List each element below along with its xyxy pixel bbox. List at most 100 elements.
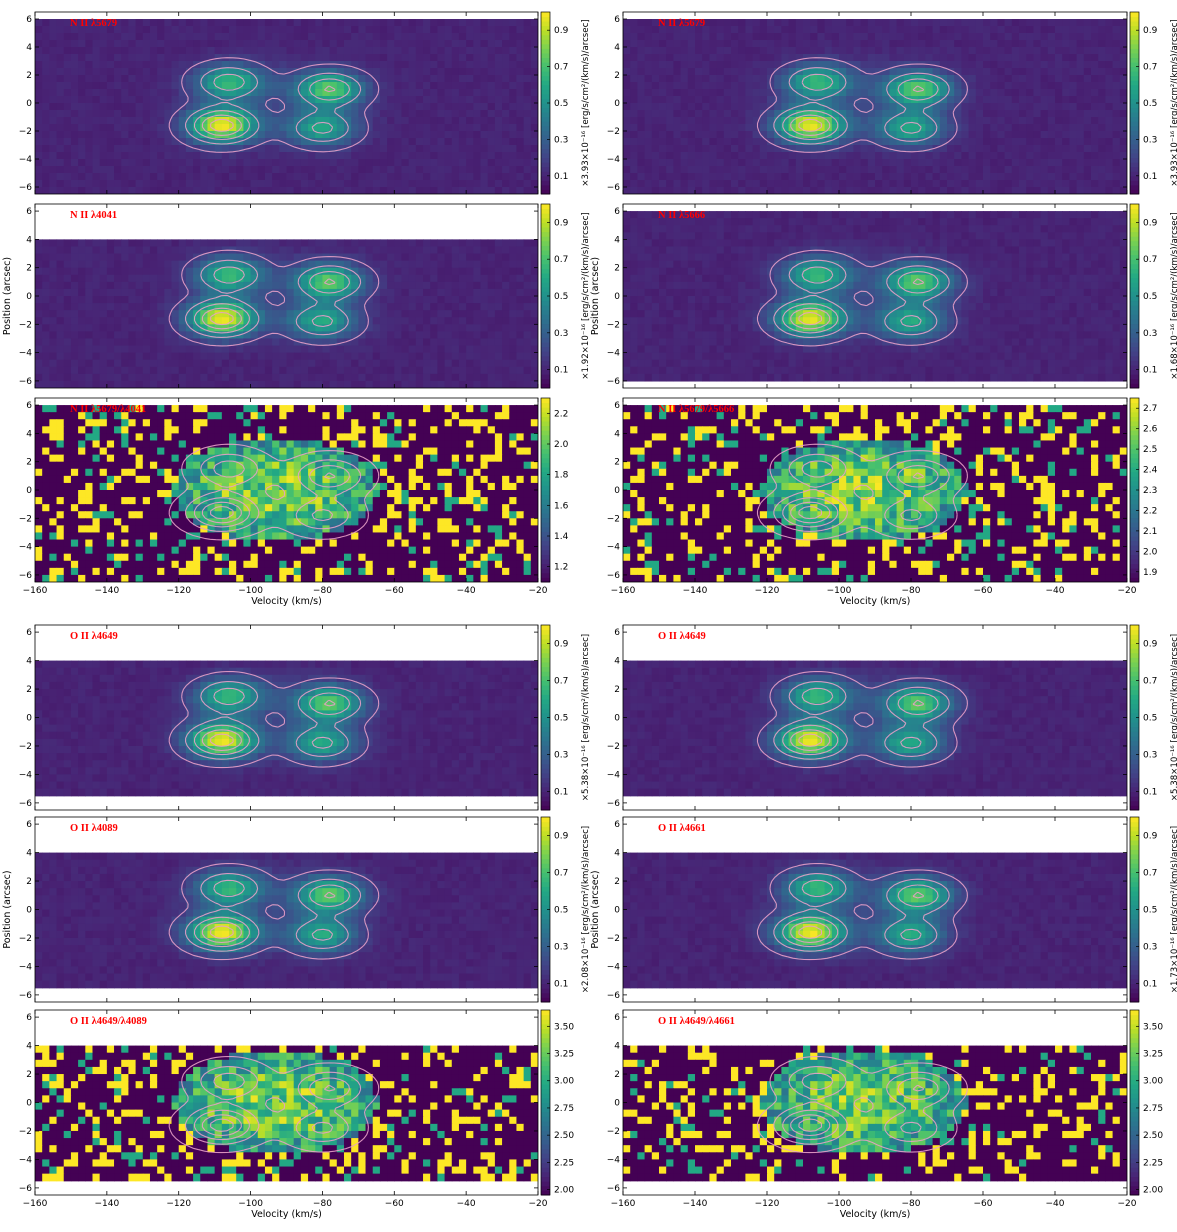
contour-lines [756,443,968,541]
y-tick-label: −6 [19,991,33,1001]
y-tick-label: −6 [607,1184,621,1194]
colorbar-tick-label: 0.1 [1143,788,1157,798]
colorbar-tick-label: 2.2 [1143,506,1157,516]
y-tick-label: 0 [26,1099,32,1109]
y-tick-label: −4 [607,543,621,553]
y-tick-label: 6 [614,820,620,830]
y-tick-label: −4 [607,349,621,359]
y-tick-label: −2 [19,127,32,137]
panel-label: N II λ5679/λ5666 [658,404,734,415]
colorbar-label: ×1.92×10⁻¹⁶ [erg/s/cm²/(km/s)/arcsec] [581,212,591,379]
panel-label: N II λ5679 [658,18,705,29]
contour-lines [168,57,380,153]
colorbar-tick-label: 3.00 [554,1077,574,1087]
colorbar: 0.1 0.3 0.5 0.7 0.9 ×5.38×10⁻¹⁶ [erg/s/cm²/(k… [540,624,591,811]
y-tick-label: 6 [26,15,32,25]
panel-label: O II λ4649 [658,631,706,642]
y-tick-label: −4 [607,962,621,972]
colorbar: 1.9 2.0 2.1 2.2 2.3 2.4 2.5 2.6 2.7 [1129,397,1158,583]
colorbar-tick-label: 0.1 [554,980,568,990]
y-tick-label: 6 [614,15,620,25]
contour-lines [168,1055,380,1154]
image-map [623,12,1127,194]
colorbar-tick-label: 0.5 [554,714,568,724]
colorbar-tick-label: 0.7 [554,677,568,687]
image-map [623,625,1127,810]
colorbar-tick-label: 0.3 [1143,943,1157,953]
y-axis-label: Position (arcsec) [2,870,13,948]
colorbar-tick-label: 2.0 [554,440,569,450]
colorbar: 0.1 0.3 0.5 0.7 0.9 ×3.93×10⁻¹⁶ [erg/s/cm²/(k… [540,11,591,195]
colorbar-tick-label: 0.1 [1143,980,1157,990]
y-tick-label: 0 [26,714,32,724]
x-tick-label: −140 [94,586,119,596]
panel-4: −6 −4 −2 0 2 4 6 Position (arcsec) N II λ5666 0.1… [590,203,1177,389]
y-tick-label: 0 [614,714,620,724]
colorbar-tick-label: 2.50 [554,1131,574,1141]
x-tick-label: −100 [238,586,263,596]
x-tick-label: −60 [385,586,404,596]
x-tick-label: −160 [611,1199,636,1209]
y-tick-label: 0 [614,292,620,302]
colorbar-label: ×3.93×10⁻¹⁶ [erg/s/cm²/(km/s)/arcsec] [581,19,591,186]
x-tick-label: −40 [1046,586,1065,596]
x-axis-label: Velocity (km/s) [840,596,911,607]
colorbar: 2.00 2.25 2.50 2.75 3.00 3.25 3.50 [1129,1009,1163,1196]
colorbar-tick-label: 2.7 [1143,404,1157,414]
colorbar-tick-label: 0.3 [1143,135,1157,145]
colorbar-tick-label: 2.00 [554,1186,574,1196]
colorbar: 0.1 0.3 0.5 0.7 0.9 ×3.93×10⁻¹⁶ [erg/s/cm²/(k… [1129,11,1177,195]
colorbar-tick-label: 3.25 [1143,1050,1163,1060]
y-tick-label: 2 [26,264,32,274]
y-tick-label: 2 [614,264,620,274]
colorbar-tick-label: 0.5 [554,99,568,109]
y-tick-label: 4 [26,235,32,245]
x-tick-label: −160 [23,586,48,596]
contour-lines [756,670,968,769]
y-tick-label: −2 [19,320,32,330]
colorbar: 0.1 0.3 0.5 0.7 0.9 ×2.08×10⁻¹⁶ [erg/s/cm²/(k… [540,816,591,1003]
colorbar-label: ×2.08×10⁻¹⁶ [erg/s/cm²/(km/s)/arcsec] [581,826,591,993]
y-axis-label: Position (arcsec) [590,870,601,948]
y-tick-label: 2 [614,877,620,887]
colorbar-tick-label: 0.9 [554,832,569,842]
contour-lines [756,1055,968,1154]
y-tick-label: −4 [19,349,33,359]
colorbar-tick-label: 0.3 [554,135,568,145]
y-tick-label: 6 [614,628,620,638]
y-tick-label: 2 [26,458,32,468]
colorbar-tick-label: 1.4 [554,532,569,542]
image-map [623,817,1127,1002]
colorbar-tick-label: 0.9 [554,640,569,650]
panel-8: −6 −4 −2 0 2 4 6 O II λ4649 0.1 0.3 0.5 0.7 0.9 ×5.38… [607,624,1177,811]
y-tick-label: 2 [614,685,620,695]
colorbar: 0.1 0.3 0.5 0.7 0.9 ×1.73×10⁻¹⁶ [erg/s/cm²/(k… [1129,816,1177,1003]
y-tick-label: 0 [26,99,32,109]
y-tick-label: 0 [614,906,620,916]
colorbar-tick-label: 0.5 [1143,99,1157,109]
y-tick-label: −2 [607,742,620,752]
colorbar-tick-label: 2.25 [554,1158,574,1168]
colorbar-label: ×5.38×10⁻¹⁶ [erg/s/cm²/(km/s)/arcsec] [1170,634,1177,801]
y-tick-label: −2 [19,1127,32,1137]
y-tick-label: 4 [26,1042,32,1052]
image-map [35,625,538,810]
y-tick-label: 4 [614,1042,620,1052]
y-tick-label: −4 [19,155,33,165]
colorbar: 1.2 1.4 1.6 1.8 2.0 2.2 [540,397,569,583]
y-tick-label: −6 [19,571,33,581]
y-tick-label: 0 [614,1099,620,1109]
y-tick-label: 4 [26,429,32,439]
x-tick-label: −20 [1118,1199,1137,1209]
y-tick-label: 0 [26,486,32,496]
colorbar-tick-label: 0.3 [1143,751,1157,761]
colorbar-tick-label: 2.4 [1143,466,1158,476]
colorbar-tick-label: 0.5 [554,292,568,302]
colorbar-tick-label: 0.5 [554,906,568,916]
panel-9: −6 −4 −2 0 2 4 6 Position (arcsec) O II λ4089 0.1… [2,816,591,1003]
y-tick-label: −2 [607,127,620,137]
y-tick-label: −2 [19,934,32,944]
x-tick-label: −80 [313,586,332,596]
